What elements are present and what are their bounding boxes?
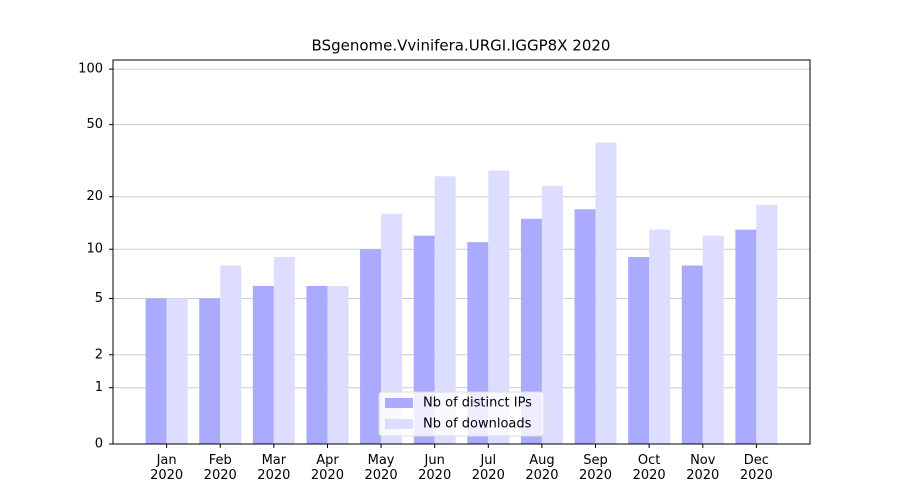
bar [306,285,328,444]
bar [681,265,703,444]
x-tick-label: Feb 2020 [203,453,237,483]
bar [595,142,617,445]
bar [520,218,542,444]
legend-label: Nb of distinct IPs [423,396,532,411]
bar [252,285,274,444]
bar [702,235,724,444]
bar [434,176,456,445]
chart-title: BSgenome.Vvinifera.URGI.IGGP8X 2020 [312,37,611,55]
y-tick-label: 1 [95,380,103,395]
bar [488,170,510,444]
legend-swatch [385,419,413,429]
x-tick-label: Sep 2020 [578,453,613,483]
x-tick-label: May 2020 [364,453,398,483]
bar [199,298,221,444]
bar [541,185,563,444]
y-tick-label: 5 [95,291,103,306]
bar [273,256,295,444]
legend-box [378,391,545,437]
bar [756,204,778,444]
y-tick-label: 10 [86,242,103,257]
bar [649,229,671,444]
x-tick-label: Mar 2020 [257,453,291,483]
x-tick-label: Nov 2020 [686,453,720,483]
legend-swatch [385,398,413,408]
y-tick-label: 0 [95,437,103,452]
bar [220,265,242,444]
bar [360,249,382,444]
bar [166,298,188,444]
bar [735,229,757,444]
bar [628,256,650,444]
x-tick-label: Oct 2020 [632,453,666,483]
bar [327,285,349,444]
bar [145,298,167,444]
plot-frame [112,59,811,445]
x-tick-label: Apr 2020 [310,453,344,483]
x-tick-label: Jun 2020 [418,453,452,483]
y-tick-label: 20 [86,189,103,204]
y-tick-label: 50 [86,117,103,132]
bar [574,209,596,444]
x-tick-label: Dec 2020 [739,453,773,483]
x-tick-label: Aug 2020 [525,453,559,483]
x-tick-label: Jan 2020 [150,453,184,483]
bar [381,213,403,444]
x-tick-label: Jul 2020 [471,453,505,483]
legend-label: Nb of downloads [423,417,532,432]
y-tick-label: 2 [95,347,103,362]
y-tick-label: 100 [78,62,103,77]
